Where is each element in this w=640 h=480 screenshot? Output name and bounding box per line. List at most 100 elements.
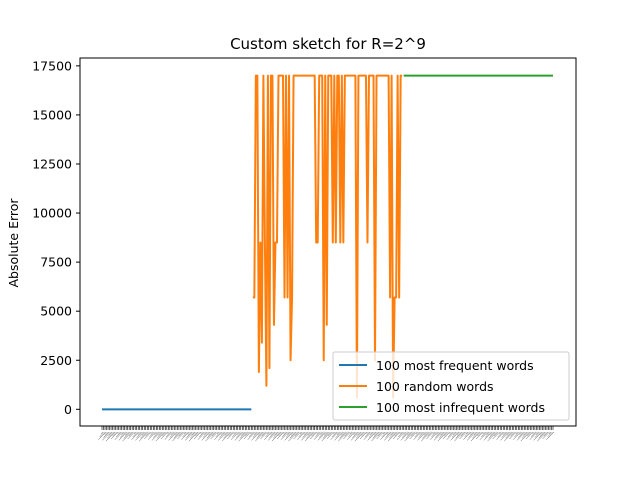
x-tick-label	[244, 431, 250, 437]
x-tick-label	[539, 431, 544, 436]
x-tick-label	[156, 431, 164, 439]
x-tick-label	[193, 431, 202, 440]
x-tick-label	[123, 431, 131, 439]
x-tick-label	[116, 431, 122, 438]
x-tick-label	[534, 431, 541, 438]
x-tick-label	[320, 431, 324, 435]
x-tick-label	[488, 431, 496, 439]
x-tick-label	[449, 431, 452, 435]
x-tick-label	[535, 431, 540, 435]
x-tick-label	[169, 431, 176, 438]
x-tick-label	[207, 431, 212, 436]
x-tick-label	[339, 431, 347, 439]
x-tick-label	[349, 431, 353, 435]
x-tick-label	[455, 431, 463, 439]
x-tick-label	[248, 431, 255, 438]
x-tick-label	[140, 431, 147, 439]
x-tick-label	[518, 431, 525, 438]
x-tick-label	[543, 431, 549, 437]
x-tick-label	[132, 431, 138, 438]
x-tick-label	[547, 431, 553, 438]
x-tick-label	[368, 431, 375, 438]
x-tick-label	[252, 431, 259, 438]
x-tick-label	[444, 431, 449, 437]
x-tick-label	[355, 431, 363, 439]
x-tick-label	[307, 431, 312, 436]
x-tick-label	[384, 431, 393, 441]
x-tick-label	[155, 431, 166, 442]
x-tick-label	[483, 431, 493, 441]
y-tick-label: 0	[64, 402, 72, 417]
x-tick-label	[446, 431, 455, 440]
x-tick-label	[299, 431, 303, 435]
x-tick-label	[284, 431, 294, 441]
x-tick-label	[303, 431, 307, 435]
x-tick-label	[205, 431, 215, 442]
x-tick-label	[466, 431, 476, 441]
x-tick-label	[107, 431, 114, 439]
x-tick-label	[371, 431, 381, 442]
y-tick-label: 12500	[32, 156, 72, 171]
chart-title: Custom sketch for R=2^9	[230, 35, 426, 53]
x-tick-label	[211, 431, 217, 437]
x-tick-label	[251, 431, 261, 441]
x-tick-label	[184, 431, 194, 441]
x-tick-label	[347, 431, 356, 440]
x-tick-label	[512, 431, 521, 440]
x-tick-label	[186, 431, 193, 438]
x-tick-label	[481, 431, 487, 438]
x-tick-label	[223, 431, 230, 439]
x-tick-label	[423, 431, 428, 436]
x-tick-label	[440, 431, 445, 436]
x-tick-label	[289, 431, 297, 439]
x-tick-label	[306, 431, 313, 439]
x-tick-label	[204, 431, 208, 435]
x-tick-label	[336, 431, 340, 435]
x-tick-label	[147, 431, 156, 440]
series-line-random	[252, 74, 403, 399]
x-tick-label	[510, 431, 515, 437]
x-tick-label	[469, 431, 473, 435]
x-tick-label	[464, 431, 470, 438]
x-tick-label	[173, 431, 181, 439]
x-tick-label	[405, 431, 413, 439]
x-tick-label	[167, 431, 170, 435]
x-tick-label	[460, 431, 466, 437]
x-tick-label	[112, 431, 117, 437]
x-tick-label	[218, 431, 227, 441]
x-tick-label	[437, 431, 448, 442]
x-tick-label	[122, 431, 132, 442]
x-tick-label	[304, 431, 315, 442]
x-tick-label	[377, 431, 383, 437]
x-tick-label	[484, 431, 491, 438]
x-tick-label	[470, 431, 481, 442]
x-tick-label	[538, 431, 546, 439]
x-tick-label	[321, 431, 331, 442]
x-tick-label	[533, 431, 543, 441]
x-tick-label	[195, 431, 200, 437]
x-tick-label	[343, 431, 351, 440]
x-tick-label	[127, 431, 135, 440]
x-tick-label	[298, 431, 304, 438]
x-tick-label	[447, 431, 454, 438]
x-tick-label	[364, 431, 371, 438]
x-tick-label	[493, 431, 499, 437]
x-tick-label	[433, 431, 443, 441]
x-tick-label	[158, 431, 163, 436]
y-tick-label: 7500	[40, 255, 72, 270]
x-tick-label	[302, 431, 309, 438]
y-tick-label: 15000	[32, 107, 72, 122]
x-tick-label	[404, 431, 414, 442]
x-tick-label	[256, 431, 264, 439]
x-tick-label	[398, 431, 404, 438]
x-tick-label	[150, 431, 153, 435]
x-tick-label	[475, 431, 484, 440]
x-tick-label	[521, 431, 529, 439]
x-tick-label	[266, 431, 270, 435]
x-tick-label	[415, 431, 419, 435]
x-tick-label	[392, 431, 401, 440]
x-tick-label	[548, 431, 552, 435]
x-tick-label	[145, 431, 150, 437]
x-tick-label	[117, 431, 120, 435]
x-tick-label	[271, 431, 282, 442]
